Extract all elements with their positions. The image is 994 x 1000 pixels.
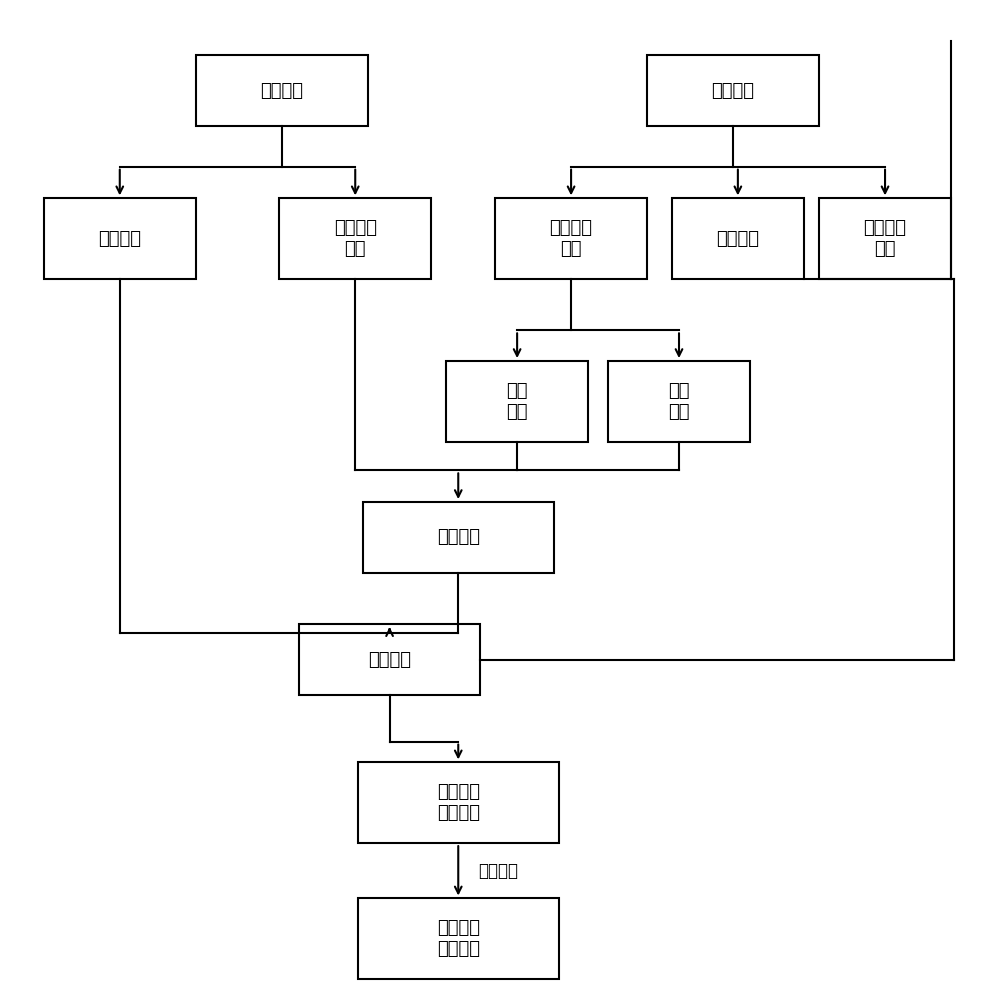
Text: 生产过程
跟踪: 生产过程 跟踪	[863, 219, 906, 258]
Bar	[495, 198, 646, 279]
Bar	[298, 624, 480, 695]
Text: 切割
信息: 切割 信息	[506, 382, 528, 421]
Text: 铸坏时间
数据匹配: 铸坏时间 数据匹配	[436, 783, 479, 822]
Text: 铸流跟踪: 铸流跟踪	[711, 82, 753, 100]
Text: 炉次跟踪: 炉次跟踪	[259, 82, 303, 100]
Bar	[196, 55, 367, 126]
Bar	[44, 198, 196, 279]
Text: 时空变换: 时空变换	[477, 862, 517, 880]
Text: 炉次信息: 炉次信息	[98, 230, 141, 248]
Bar	[671, 198, 803, 279]
Bar	[357, 762, 559, 843]
Text: 铸坏长度
数据匹配: 铸坏长度 数据匹配	[436, 919, 479, 958]
Bar	[646, 55, 818, 126]
Bar	[362, 502, 554, 573]
Text: 关键生产
时刻: 关键生产 时刻	[333, 219, 377, 258]
Bar	[357, 898, 559, 979]
Text: 炉次
更迆: 炉次 更迆	[668, 382, 689, 421]
Bar	[445, 361, 587, 442]
Bar	[607, 361, 749, 442]
Text: 炉次划分: 炉次划分	[436, 528, 479, 546]
Bar	[818, 198, 950, 279]
Text: 铸坏信息: 铸坏信息	[368, 651, 411, 669]
Text: 铸流长度: 铸流长度	[716, 230, 758, 248]
Bar	[279, 198, 430, 279]
Text: 关键生产
事件: 关键生产 事件	[549, 219, 592, 258]
